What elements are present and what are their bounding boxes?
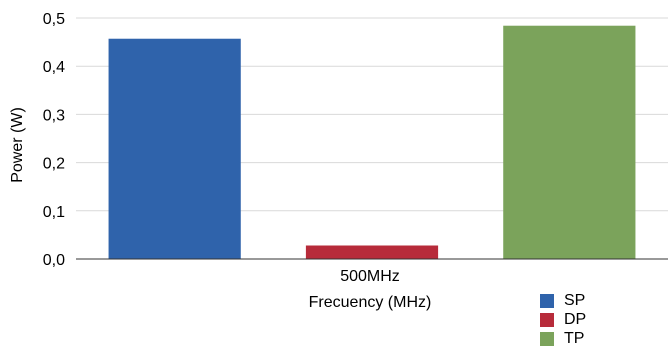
legend-swatch-sp — [540, 293, 554, 308]
y-tick-label: 0,3 — [43, 107, 65, 124]
bar-sp — [108, 38, 241, 260]
y-tick-label: 0,1 — [43, 204, 65, 221]
x-axis-title: Frecuency (MHz) — [308, 294, 432, 311]
legend-swatch-tp — [540, 331, 554, 346]
y-axis-title: Power (W) — [9, 107, 26, 183]
x-tick-label: 500MHz — [340, 268, 400, 285]
y-tick-label: 0,4 — [43, 59, 65, 76]
y-tick-label: 0,2 — [43, 156, 65, 173]
y-tick-label: 0,0 — [43, 252, 65, 269]
legend: SP DP TP — [540, 291, 586, 348]
legend-label-sp: SP — [564, 291, 586, 309]
bars — [108, 25, 636, 260]
legend-item-tp: TP — [540, 329, 586, 348]
legend-item-sp: SP — [540, 291, 586, 310]
legend-label-dp: DP — [564, 310, 587, 328]
legend-label-tp: TP — [564, 329, 585, 347]
y-tick-labels: 0,0 0,1 0,2 0,3 0,4 0,5 — [43, 11, 65, 269]
bar-dp — [305, 245, 439, 259]
y-tick-label: 0,5 — [43, 11, 65, 28]
legend-item-dp: DP — [540, 310, 586, 329]
bar-tp — [503, 25, 636, 259]
legend-swatch-dp — [540, 312, 554, 327]
